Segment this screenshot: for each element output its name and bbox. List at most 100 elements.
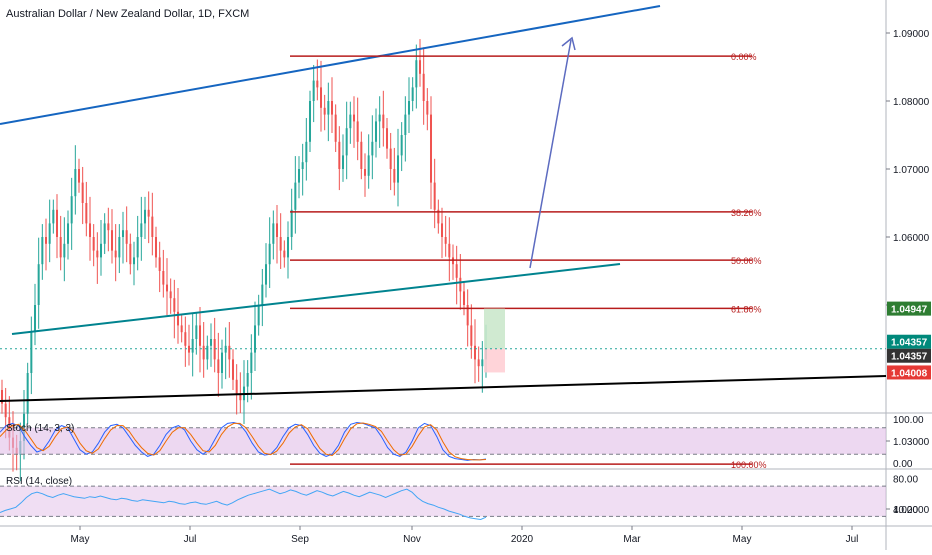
- stoch-tick-label: 0.00: [893, 459, 913, 470]
- candle-down: [55, 209, 59, 237]
- candle-up: [209, 339, 213, 346]
- candle-down: [165, 284, 169, 292]
- candle-down: [44, 237, 48, 244]
- fib-level-label: 0.00%: [731, 52, 757, 62]
- candle-down: [473, 345, 477, 360]
- rsi-title: RSI (14, close): [6, 476, 72, 487]
- candle-down: [107, 223, 110, 231]
- candle-up: [52, 209, 55, 224]
- candle-down: [125, 230, 128, 244]
- fib-level-label: 61.80%: [731, 304, 762, 314]
- candle-up: [327, 101, 330, 115]
- candle-down: [77, 169, 81, 183]
- price-tick-label: 1.03000: [893, 437, 930, 448]
- candle-down: [429, 114, 433, 183]
- candle-up: [33, 305, 37, 333]
- rsi-tick-label: 80.00: [893, 475, 918, 486]
- time-tick-label: Mar: [623, 534, 641, 545]
- candle-down: [444, 237, 447, 244]
- long-term-trendline: [0, 375, 887, 402]
- candle-up: [206, 345, 209, 360]
- candle-up: [272, 223, 275, 244]
- candle-up: [312, 80, 315, 101]
- candle-down: [466, 305, 469, 326]
- candle-up: [103, 223, 106, 244]
- time-tick-label: Sep: [291, 534, 309, 545]
- candle-up: [411, 87, 414, 101]
- candle-down: [180, 325, 183, 333]
- candle-down: [88, 223, 92, 237]
- candle-down: [382, 114, 385, 129]
- candle-down: [4, 403, 7, 418]
- price-tag-stop: [887, 365, 931, 380]
- candle-down: [360, 141, 363, 169]
- candle-up: [400, 135, 403, 156]
- candle-down: [213, 339, 216, 360]
- candle-down: [440, 223, 444, 237]
- candle-down: [169, 291, 172, 299]
- candle-up: [345, 128, 348, 156]
- candle-up: [294, 182, 297, 210]
- candle-up: [37, 264, 40, 305]
- candle-up: [378, 114, 381, 122]
- candle-down: [330, 101, 334, 115]
- candle-up: [253, 325, 257, 353]
- rsi-band: [0, 486, 886, 517]
- candle-up: [297, 169, 301, 183]
- candle-down: [418, 60, 422, 74]
- candle-up: [264, 264, 268, 285]
- time-tick-label: May: [71, 534, 90, 545]
- candle-down: [96, 250, 99, 258]
- candle-down: [81, 182, 84, 203]
- candle-down: [422, 73, 425, 101]
- candle-up: [99, 243, 103, 258]
- candle-up: [341, 155, 345, 169]
- candle-up: [290, 209, 293, 237]
- candle-up: [118, 237, 121, 258]
- candle-up: [74, 169, 77, 197]
- candle-down: [187, 345, 191, 353]
- candle-down: [154, 237, 158, 258]
- candle-down: [151, 216, 154, 237]
- price-tag-last: [887, 334, 931, 349]
- candle-down: [110, 230, 114, 251]
- time-tick-label: Jul: [184, 534, 197, 545]
- candle-down: [158, 257, 161, 271]
- candle-down: [338, 141, 341, 169]
- candle-up: [396, 155, 400, 183]
- price-tick-label: 1.09000: [893, 29, 930, 40]
- candle-down: [477, 359, 480, 367]
- candle-down: [162, 271, 165, 285]
- candle-up: [41, 237, 44, 265]
- stoch-tick-label: 100.00: [893, 415, 924, 426]
- candle-down: [202, 345, 205, 360]
- candle-down: [129, 243, 132, 265]
- time-tick-label: Jul: [846, 534, 859, 545]
- chart-title: Australian Dollar / New Zealand Dollar, …: [6, 8, 250, 20]
- fib-level-label: 100.00%: [731, 460, 767, 470]
- price-tag-target: [887, 301, 931, 316]
- candle-up: [404, 114, 407, 135]
- stoch-k-line: [0, 421, 487, 461]
- candle-down: [319, 87, 323, 108]
- candle-down: [0, 390, 4, 404]
- candle-down: [147, 209, 150, 217]
- candle-up: [132, 257, 136, 265]
- candle-up: [268, 243, 271, 265]
- candle-up: [349, 114, 352, 129]
- candle-down: [231, 359, 235, 380]
- projection-arrow-line: [529, 39, 572, 269]
- candle-down: [462, 291, 466, 305]
- candle-up: [66, 223, 70, 244]
- time-tick-label: 2020: [511, 534, 534, 545]
- candle-down: [59, 237, 62, 258]
- candle-up: [371, 141, 374, 156]
- candle-down: [279, 237, 282, 251]
- candle-down: [385, 128, 389, 149]
- candle-up: [415, 60, 418, 88]
- stoch-d-line: [0, 422, 487, 461]
- candle-up: [195, 325, 198, 339]
- stoch-title: Stoch (14, 3, 3): [6, 423, 74, 434]
